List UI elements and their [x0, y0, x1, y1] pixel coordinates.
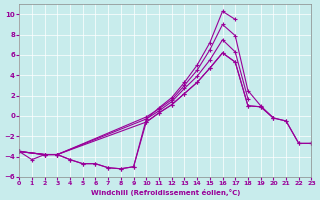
X-axis label: Windchill (Refroidissement éolien,°C): Windchill (Refroidissement éolien,°C): [91, 189, 240, 196]
